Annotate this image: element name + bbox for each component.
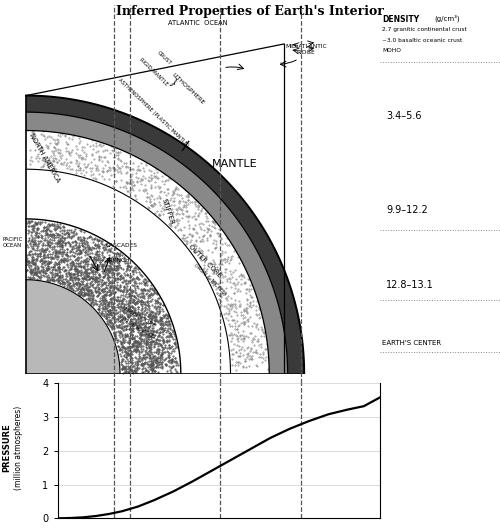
- Text: ~3.0 basaltic oceanic crust: ~3.0 basaltic oceanic crust: [382, 38, 462, 43]
- Polygon shape: [26, 280, 120, 374]
- Text: (g/cm³): (g/cm³): [434, 14, 460, 22]
- Text: INNER CORE: INNER CORE: [121, 305, 156, 328]
- Text: CRUST: CRUST: [156, 50, 172, 66]
- Text: STIFFER: STIFFER: [161, 198, 175, 226]
- Text: 2.7 granitic continental crust: 2.7 granitic continental crust: [382, 28, 467, 32]
- Text: 12.8–13.1: 12.8–13.1: [386, 280, 434, 290]
- Text: PACIFIC
OCEAN: PACIFIC OCEAN: [2, 237, 22, 248]
- Text: DENSITY: DENSITY: [382, 14, 420, 23]
- Text: Inferred Properties of Earth's Interior: Inferred Properties of Earth's Interior: [116, 5, 384, 19]
- Polygon shape: [26, 112, 287, 374]
- Text: }: }: [168, 77, 179, 89]
- Text: MOHO: MOHO: [382, 48, 402, 53]
- Text: TRENCH: TRENCH: [106, 258, 130, 263]
- Polygon shape: [26, 95, 304, 374]
- Text: 3.4–5.6: 3.4–5.6: [386, 111, 422, 121]
- Text: RIGID MANTLE: RIGID MANTLE: [138, 57, 168, 86]
- Text: OUTER CORE: OUTER CORE: [187, 244, 222, 279]
- Text: EARTH'S CENTER: EARTH'S CENTER: [382, 340, 442, 346]
- Text: (IRON & NICKEL): (IRON & NICKEL): [193, 263, 228, 297]
- Text: CASCADES: CASCADES: [106, 243, 138, 248]
- Polygon shape: [26, 219, 181, 374]
- Polygon shape: [26, 95, 304, 374]
- Text: 9.9–12.2: 9.9–12.2: [386, 205, 428, 215]
- Text: MANTLE: MANTLE: [212, 158, 257, 169]
- Polygon shape: [26, 95, 304, 374]
- Text: (IRON & NICKEL): (IRON & NICKEL): [122, 317, 159, 342]
- Text: NORTH AMERICA: NORTH AMERICA: [28, 132, 61, 183]
- Text: (million atmospheres): (million atmospheres): [14, 406, 23, 490]
- Polygon shape: [26, 112, 287, 374]
- Text: PRESSURE: PRESSURE: [2, 423, 12, 472]
- Text: LITHOSPHERE: LITHOSPHERE: [171, 72, 205, 106]
- Text: ATLANTIC  OCEAN: ATLANTIC OCEAN: [168, 20, 227, 25]
- Text: ASTHENOSPHERE (PLASTIC MANTLE): ASTHENOSPHERE (PLASTIC MANTLE): [117, 77, 190, 147]
- Text: MID-ATLANTIC
RIDGE: MID-ATLANTIC RIDGE: [285, 44, 327, 55]
